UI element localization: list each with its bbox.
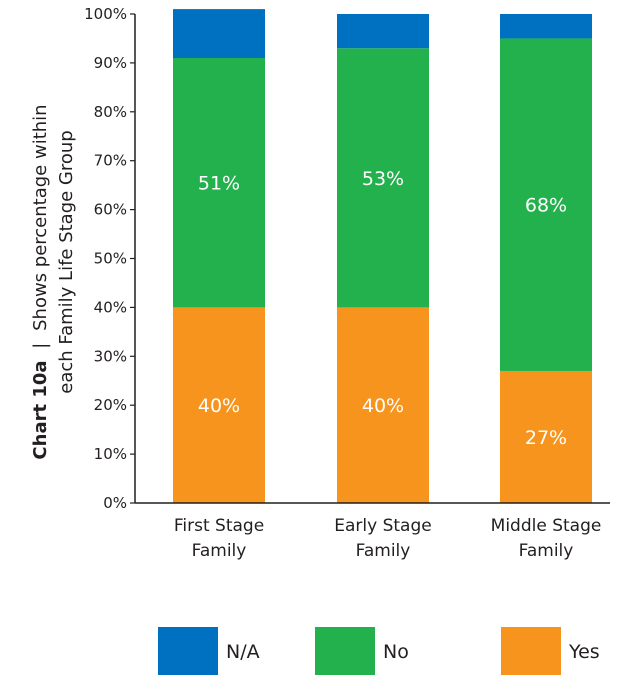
legend-swatch [315,627,375,675]
bar-na-2 [337,14,429,49]
legend: N/A No Yes [158,627,600,675]
y-tick-label: 90% [94,54,127,72]
bar-na-1 [173,9,265,59]
y-tick-label: 70% [94,152,127,170]
legend-swatch [501,627,561,675]
x-tick-label-3: Middle Stage Family [491,516,602,561]
data-label-yes-1: 40% [198,395,240,417]
legend-label: Yes [568,641,600,663]
bar-yes-2 [337,307,429,503]
bar-yes-1 [173,307,265,503]
legend-label: No [383,641,409,663]
chart-title-separator: | [30,343,51,349]
bar-no-3 [500,38,592,371]
legend-item-yes: Yes [501,627,600,675]
x-tick-label-2: Early Stage Family [334,516,431,561]
y-axis-title-line-2: each Family Life Stage Group [56,130,77,393]
bar-na-3 [500,14,592,39]
data-label-yes-2: 40% [362,395,404,417]
chart-title-text: Shows percentage within [30,104,51,330]
y-axis-title: Chart 10a | Shows percentage within each… [30,104,77,459]
data-label-no-3: 68% [525,195,567,217]
bar-no-2 [337,48,429,308]
y-tick-label: 0% [103,494,127,512]
y-tick-label: 80% [94,103,127,121]
y-tick-label: 40% [94,298,127,316]
y-tick-label: 60% [94,201,127,219]
data-label-no-1: 51% [198,173,240,195]
legend-swatch [158,627,218,675]
legend-item-no: No [315,627,409,675]
y-tick-label: 20% [94,396,127,414]
y-tick-label: 30% [94,347,127,365]
data-label-yes-3: 27% [525,427,567,449]
chart-number: Chart 10a [30,360,51,459]
y-tick-label: 10% [94,445,127,463]
y-axis-title-line-1: Chart 10a | Shows percentage within [30,104,51,459]
legend-label: N/A [226,641,260,663]
data-label-no-2: 53% [362,168,404,190]
x-tick-label-1: First Stage Family [174,516,264,561]
plot-area: 40% 51% 40% 53% 27% 68% 0% 10% 20% 30% 40% 50% 60% 70… [84,5,610,561]
bar-yes-3 [500,370,592,503]
y-tick-label: 50% [94,250,127,268]
legend-item-na: N/A [158,627,260,675]
y-tick-label: 100% [84,5,127,23]
bar-no-1 [173,58,265,308]
